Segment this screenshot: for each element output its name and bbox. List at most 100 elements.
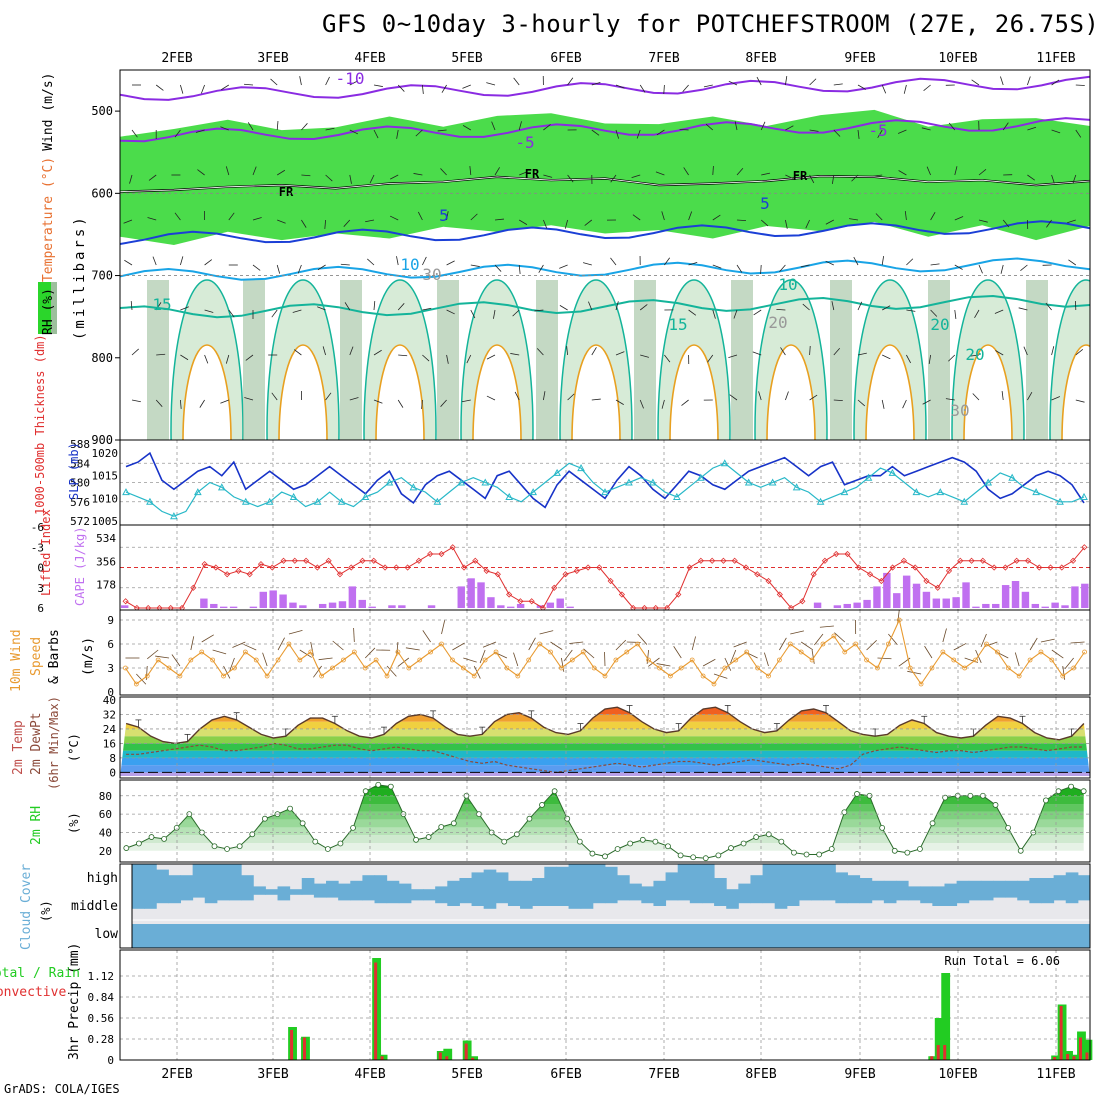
wind-barb xyxy=(664,354,671,363)
wind-speed-marker xyxy=(319,673,325,679)
rh2m-marker xyxy=(702,855,709,862)
cloud-cell-low xyxy=(568,924,582,948)
wind-barb xyxy=(971,79,980,86)
wind-speed-marker xyxy=(994,649,1000,655)
wind-speed-marker xyxy=(831,633,837,639)
cloud-cell-low xyxy=(665,924,679,948)
cloud-cell-middle xyxy=(350,892,363,901)
contour-label: 15 xyxy=(668,315,687,334)
cloud-cell-low xyxy=(1053,924,1067,948)
thickness-marker xyxy=(553,468,561,476)
precip-convective-bar xyxy=(936,1045,940,1060)
wind-barb xyxy=(297,264,302,274)
wind-barb xyxy=(204,259,213,266)
wind-barb-10m xyxy=(528,637,536,651)
cape-bar xyxy=(477,582,485,608)
cloud-cell-low xyxy=(726,924,739,948)
wind-speed-marker xyxy=(210,657,216,663)
cloud-cell-high xyxy=(604,866,618,892)
rh2m-marker xyxy=(299,820,306,827)
wind-barb-10m xyxy=(288,629,303,635)
wind-barb xyxy=(809,394,818,401)
cloud-cell-middle xyxy=(241,892,254,901)
wind-barb xyxy=(446,354,449,364)
wind-barb xyxy=(494,218,504,221)
cloud-cell-high xyxy=(1077,875,1091,892)
cloud-cell-low xyxy=(920,924,933,948)
lifted-index-marker xyxy=(269,564,276,571)
upper-air-panel: -10 -5 -5 FR FR FR 5 5 10 10 15 15 20 20 30 30 20 500 600 7… xyxy=(38,70,1090,447)
lifted-index-marker xyxy=(923,577,930,585)
cloud-cell-high xyxy=(483,869,497,892)
precip-tick-label: 0 xyxy=(107,1054,114,1067)
wind-barb-10m xyxy=(907,670,922,675)
wind-barb xyxy=(736,264,743,273)
wind-barb xyxy=(615,129,620,139)
wind-barb xyxy=(564,219,568,229)
wind-speed-marker xyxy=(613,657,619,663)
wind-frame xyxy=(119,609,1091,696)
cape-bar xyxy=(516,603,525,608)
wind-speed-marker xyxy=(787,641,793,647)
cape-bar xyxy=(912,583,921,608)
wind-barb-10m xyxy=(764,652,769,667)
wind-barb xyxy=(486,82,496,86)
precip-background xyxy=(120,950,1090,1060)
temperature-bands xyxy=(120,707,1090,776)
rh2m-marker xyxy=(614,846,621,852)
cloud-cell-high xyxy=(229,864,242,892)
cape-bar xyxy=(348,586,357,608)
thickness-ylabel: 1000-500mb Thickness (dm) xyxy=(33,334,47,515)
cloud-cell-middle xyxy=(265,892,279,895)
cloud-cell-low xyxy=(944,924,958,948)
precip-convective-bar xyxy=(1053,1057,1057,1060)
cloud-cell-low xyxy=(277,924,291,948)
wind-speed-marker xyxy=(537,641,543,647)
cloud-cell-middle xyxy=(192,892,206,898)
cape-bar xyxy=(299,605,307,608)
thickness-marker xyxy=(265,497,274,505)
wind-ylabel-3: & Barbs xyxy=(47,629,62,684)
thickness-marker xyxy=(385,478,394,486)
thickness-marker xyxy=(170,512,178,520)
wind-barb xyxy=(849,218,859,221)
cloud-cell-high xyxy=(374,875,388,892)
wind-barb xyxy=(325,76,330,86)
cloud-cell-high xyxy=(592,864,606,892)
rh2m-marker xyxy=(1055,788,1062,795)
thickness-marker xyxy=(337,497,346,505)
wind-barb xyxy=(493,309,496,319)
precip-frame xyxy=(119,949,1091,1061)
cape-bar xyxy=(833,605,842,608)
lifted-index-marker xyxy=(291,557,298,564)
cloud-cell-middle xyxy=(435,892,448,904)
wind-barb xyxy=(373,129,379,139)
wind-speed-marker xyxy=(820,641,826,647)
cloud-cell-low xyxy=(326,924,339,948)
cloud-cell-low xyxy=(253,924,266,948)
rh2m-marker xyxy=(879,824,886,831)
cape-tick-label: 534 xyxy=(96,532,116,545)
wind-barb xyxy=(252,264,261,271)
wind-barb xyxy=(1072,174,1077,184)
rh2m-marker xyxy=(526,815,533,822)
wind-barb xyxy=(705,123,714,131)
day-label-bottom: 2FEB xyxy=(161,1067,192,1082)
wind-barb xyxy=(174,212,181,221)
wind-barb xyxy=(324,219,326,230)
cloud-cell-middle xyxy=(992,892,1006,898)
rh2m-marker xyxy=(438,824,445,830)
wind-barb xyxy=(632,214,641,221)
wind-barb xyxy=(243,83,254,86)
precip-convective-bar xyxy=(1066,1054,1070,1060)
warm-core-contour xyxy=(182,344,232,440)
wind-speed-marker xyxy=(471,673,477,679)
thickness-marker xyxy=(673,492,681,500)
wind-barb xyxy=(131,399,141,403)
wind-barb xyxy=(180,399,182,410)
wind-barb xyxy=(853,256,859,266)
wind-speed-marker xyxy=(755,665,760,671)
cape-bar xyxy=(249,606,258,608)
cloud-cell-middle xyxy=(798,892,812,901)
precip-tick-label: 0.28 xyxy=(88,1033,115,1046)
